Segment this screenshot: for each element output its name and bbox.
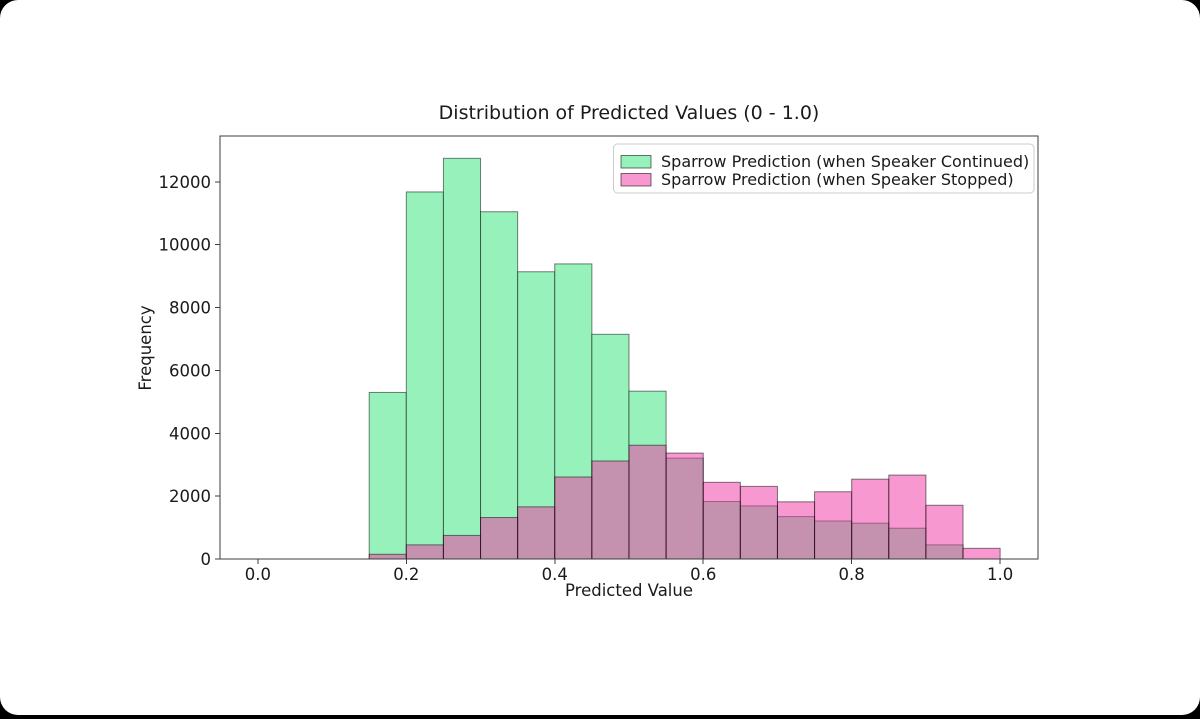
bar-stopped bbox=[702, 481, 741, 560]
bar-continued bbox=[442, 157, 482, 560]
legend-box bbox=[613, 143, 1035, 194]
x-tick-label: 0.6 bbox=[690, 565, 716, 584]
y-tick-label: 12000 bbox=[159, 173, 212, 192]
plot-area-border bbox=[219, 135, 1039, 560]
bar-continued bbox=[368, 391, 407, 560]
chart-title: Distribution of Predicted Values (0 - 1.… bbox=[439, 102, 820, 124]
y-tick-label: 0 bbox=[201, 550, 212, 569]
legend-swatch-continued bbox=[620, 155, 652, 169]
y-tick-label: 4000 bbox=[169, 424, 211, 443]
bar-stopped bbox=[368, 553, 407, 560]
legend-label-stopped: Sparrow Prediction (when Speaker Stopped… bbox=[661, 170, 1014, 189]
y-tick-label: 6000 bbox=[169, 361, 211, 380]
x-axis-label: Predicted Value bbox=[565, 581, 693, 600]
y-tick-label: 8000 bbox=[169, 299, 211, 318]
y-axis-label: Frequency bbox=[136, 305, 155, 390]
bar-continued bbox=[480, 211, 519, 560]
bar-stopped bbox=[665, 452, 704, 560]
x-axis: 0.0 0.2 0.4 0.6 0.8 1.0 bbox=[245, 559, 1013, 584]
bar-stopped bbox=[517, 506, 556, 560]
bar-stopped bbox=[962, 547, 1001, 560]
bar-stopped bbox=[405, 544, 444, 560]
x-tick-label: 0.2 bbox=[393, 565, 419, 584]
bar-stopped bbox=[888, 474, 927, 560]
bar-stopped bbox=[628, 444, 667, 560]
bar-stopped bbox=[591, 460, 630, 560]
x-tick-label: 1.0 bbox=[987, 565, 1013, 584]
bar-stopped bbox=[480, 517, 519, 560]
y-axis: 0 2000 4000 6000 8000 10000 12000 bbox=[159, 173, 220, 569]
bar-stopped bbox=[442, 534, 482, 560]
bar-stopped bbox=[925, 504, 964, 560]
bar-stopped bbox=[851, 478, 890, 560]
legend-swatch-stopped bbox=[620, 173, 652, 187]
bar-stopped bbox=[554, 476, 593, 560]
x-tick-label: 0.0 bbox=[245, 565, 271, 584]
legend-label-continued: Sparrow Prediction (when Speaker Continu… bbox=[661, 152, 1029, 171]
bar-stopped bbox=[814, 491, 853, 560]
bar-stopped bbox=[776, 501, 816, 560]
bar-stopped bbox=[739, 485, 778, 560]
legend: Sparrow Prediction (when Speaker Continu… bbox=[613, 143, 1035, 194]
x-tick-label: 0.8 bbox=[839, 565, 865, 584]
x-tick-label: 0.4 bbox=[542, 565, 568, 584]
y-tick-label: 10000 bbox=[159, 236, 212, 255]
bar-continued bbox=[405, 191, 444, 560]
y-tick-label: 2000 bbox=[169, 487, 211, 506]
